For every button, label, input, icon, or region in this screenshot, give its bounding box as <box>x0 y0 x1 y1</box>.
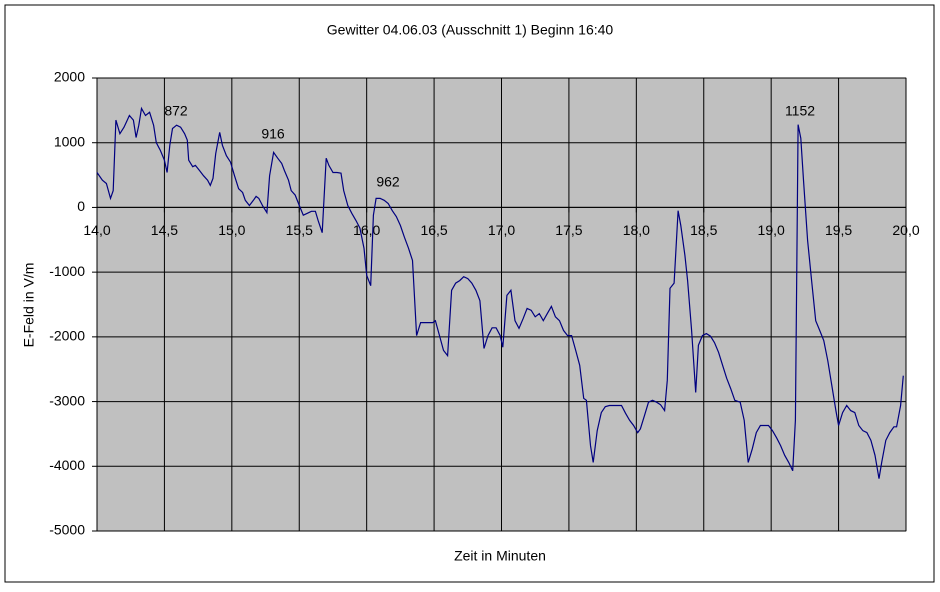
y-tick-label: -1000 <box>49 263 85 279</box>
annotation: 962 <box>376 174 400 190</box>
y-tick-label: -5000 <box>49 522 85 538</box>
chart-title: Gewitter 04.06.03 (Ausschnitt 1) Beginn … <box>327 22 614 38</box>
y-tick-label: -4000 <box>49 457 85 473</box>
annotation: 872 <box>164 103 188 119</box>
y-tick-label: 0 <box>77 198 85 214</box>
y-axis-label: E-Feld in V/m <box>21 263 37 348</box>
x-axis-label: Zeit in Minuten <box>454 548 546 564</box>
y-tick-label: -3000 <box>49 392 85 408</box>
annotation: 916 <box>261 126 285 142</box>
y-tick-label: 2000 <box>54 69 85 85</box>
y-tick-label: 1000 <box>54 133 85 149</box>
annotation: 1152 <box>785 103 815 119</box>
y-tick-label: -2000 <box>49 328 85 344</box>
data-line <box>96 106 904 479</box>
